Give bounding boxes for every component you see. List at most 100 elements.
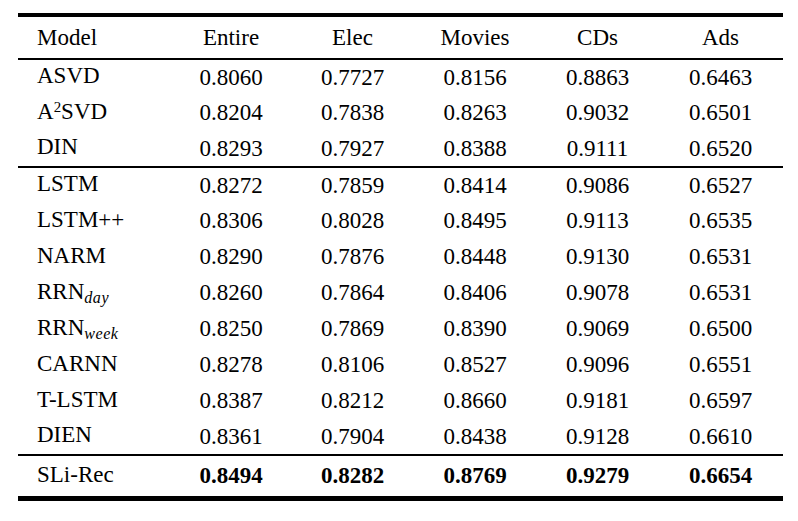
table-header: Model Entire Elec Movies CDs Ads bbox=[18, 15, 783, 59]
table-row: CARNN 0.8278 0.8106 0.8527 0.9096 0.6551 bbox=[18, 347, 783, 383]
model-name: DIEN bbox=[18, 419, 170, 455]
metric-value: 0.8272 bbox=[170, 167, 292, 203]
metric-value: 0.8263 bbox=[413, 95, 537, 131]
model-name-text: DIN bbox=[37, 134, 78, 159]
metric-value: 0.6551 bbox=[658, 347, 783, 383]
column-header-elec: Elec bbox=[292, 15, 413, 59]
metric-value: 0.8863 bbox=[537, 59, 658, 95]
model-name: ASVD bbox=[18, 59, 170, 95]
metric-value: 0.9130 bbox=[537, 239, 658, 275]
column-header-ads: Ads bbox=[658, 15, 783, 59]
metric-value: 0.6535 bbox=[658, 203, 783, 239]
metric-value: 0.8406 bbox=[413, 275, 537, 311]
table-row: DIN 0.8293 0.7927 0.8388 0.9111 0.6520 bbox=[18, 131, 783, 167]
metric-value: 0.8769 bbox=[413, 455, 537, 498]
metric-value: 0.9069 bbox=[537, 311, 658, 347]
table-row: NARM 0.8290 0.7876 0.8448 0.9130 0.6531 bbox=[18, 239, 783, 275]
table-row: ASVD 0.8060 0.7727 0.8156 0.8863 0.6463 bbox=[18, 59, 783, 95]
metric-value: 0.6463 bbox=[658, 59, 783, 95]
metric-value: 0.9279 bbox=[537, 455, 658, 498]
metric-value: 0.6520 bbox=[658, 131, 783, 167]
model-name: T-LSTM bbox=[18, 383, 170, 419]
metric-value: 0.8260 bbox=[170, 275, 292, 311]
model-name-text: DIEN bbox=[37, 422, 92, 447]
metric-value: 0.6501 bbox=[658, 95, 783, 131]
metric-value: 0.8495 bbox=[413, 203, 537, 239]
metric-value: 0.8156 bbox=[413, 59, 537, 95]
metric-value: 0.8388 bbox=[413, 131, 537, 167]
table-row: DIEN 0.8361 0.7904 0.8438 0.9128 0.6610 bbox=[18, 419, 783, 455]
metric-value: 0.9111 bbox=[537, 131, 658, 167]
table-row: T-LSTM 0.8387 0.8212 0.8660 0.9181 0.659… bbox=[18, 383, 783, 419]
metric-value: 0.8306 bbox=[170, 203, 292, 239]
metric-value: 0.8494 bbox=[170, 455, 292, 498]
metric-value: 0.7876 bbox=[292, 239, 413, 275]
metric-value: 0.8290 bbox=[170, 239, 292, 275]
metric-value: 0.9096 bbox=[537, 347, 658, 383]
model-name-text: LSTM bbox=[37, 171, 98, 196]
model-name-text: LSTM++ bbox=[37, 207, 124, 232]
table-group-factorization: ASVD 0.8060 0.7727 0.8156 0.8863 0.6463 … bbox=[18, 59, 783, 167]
model-name: RRNday bbox=[18, 275, 170, 311]
metric-value: 0.6654 bbox=[658, 455, 783, 498]
table-group-proposed: SLi-Rec 0.8494 0.8282 0.8769 0.9279 0.66… bbox=[18, 455, 783, 498]
metric-value: 0.8282 bbox=[292, 455, 413, 498]
metric-value: 0.8212 bbox=[292, 383, 413, 419]
column-header-model: Model bbox=[18, 15, 170, 59]
metric-value: 0.7904 bbox=[292, 419, 413, 455]
table-row: A2SVD 0.8204 0.7838 0.8263 0.9032 0.6501 bbox=[18, 95, 783, 131]
model-name-superscript: 2 bbox=[54, 99, 61, 115]
model-name-text: CARNN bbox=[37, 351, 118, 376]
metric-value: 0.6610 bbox=[658, 419, 783, 455]
model-name-subscript: week bbox=[84, 325, 118, 342]
metric-value: 0.9113 bbox=[537, 203, 658, 239]
results-table: Model Entire Elec Movies CDs Ads ASVD 0.… bbox=[18, 13, 783, 501]
metric-value: 0.8448 bbox=[413, 239, 537, 275]
metric-value: 0.7864 bbox=[292, 275, 413, 311]
metric-value: 0.8438 bbox=[413, 419, 537, 455]
model-name-text: NARM bbox=[37, 243, 106, 268]
model-name-text: ASVD bbox=[37, 63, 100, 88]
metric-value: 0.8106 bbox=[292, 347, 413, 383]
metric-value: 0.8060 bbox=[170, 59, 292, 95]
metric-value: 0.8204 bbox=[170, 95, 292, 131]
model-name-text: SLi-Rec bbox=[37, 462, 114, 487]
table-row-proposed-model: SLi-Rec 0.8494 0.8282 0.8769 0.9279 0.66… bbox=[18, 455, 783, 498]
metric-value: 0.7727 bbox=[292, 59, 413, 95]
metric-value: 0.6500 bbox=[658, 311, 783, 347]
metric-value: 0.8390 bbox=[413, 311, 537, 347]
model-name-text: T-LSTM bbox=[37, 387, 118, 412]
metric-value: 0.8361 bbox=[170, 419, 292, 455]
metric-value: 0.9086 bbox=[537, 167, 658, 203]
metric-value: 0.9181 bbox=[537, 383, 658, 419]
metric-value: 0.7838 bbox=[292, 95, 413, 131]
column-header-cds: CDs bbox=[537, 15, 658, 59]
metric-value: 0.8387 bbox=[170, 383, 292, 419]
paper-page: { "colors": { "text": "#000000", "backgr… bbox=[0, 0, 798, 521]
metric-value: 0.6531 bbox=[658, 239, 783, 275]
metric-value: 0.9078 bbox=[537, 275, 658, 311]
model-name-text: RRN bbox=[37, 315, 84, 340]
metric-value: 0.9032 bbox=[537, 95, 658, 131]
metric-value: 0.8250 bbox=[170, 311, 292, 347]
metric-value: 0.6527 bbox=[658, 167, 783, 203]
metric-value: 0.6531 bbox=[658, 275, 783, 311]
metric-value: 0.6597 bbox=[658, 383, 783, 419]
model-name-text: A bbox=[37, 99, 54, 124]
table-row: RRNday 0.8260 0.7864 0.8406 0.9078 0.653… bbox=[18, 275, 783, 311]
metric-value: 0.7927 bbox=[292, 131, 413, 167]
header-row: Model Entire Elec Movies CDs Ads bbox=[18, 15, 783, 59]
table-group-sequential: LSTM 0.8272 0.7859 0.8414 0.9086 0.6527 … bbox=[18, 167, 783, 455]
table-row: LSTM++ 0.8306 0.8028 0.8495 0.9113 0.653… bbox=[18, 203, 783, 239]
model-name: LSTM bbox=[18, 167, 170, 203]
metric-value: 0.9128 bbox=[537, 419, 658, 455]
metric-value: 0.8278 bbox=[170, 347, 292, 383]
model-name: LSTM++ bbox=[18, 203, 170, 239]
model-name-text: SVD bbox=[61, 99, 107, 124]
model-name: SLi-Rec bbox=[18, 455, 170, 498]
model-name: RRNweek bbox=[18, 311, 170, 347]
model-name: A2SVD bbox=[18, 95, 170, 131]
model-name: CARNN bbox=[18, 347, 170, 383]
metric-value: 0.8293 bbox=[170, 131, 292, 167]
metric-value: 0.7859 bbox=[292, 167, 413, 203]
